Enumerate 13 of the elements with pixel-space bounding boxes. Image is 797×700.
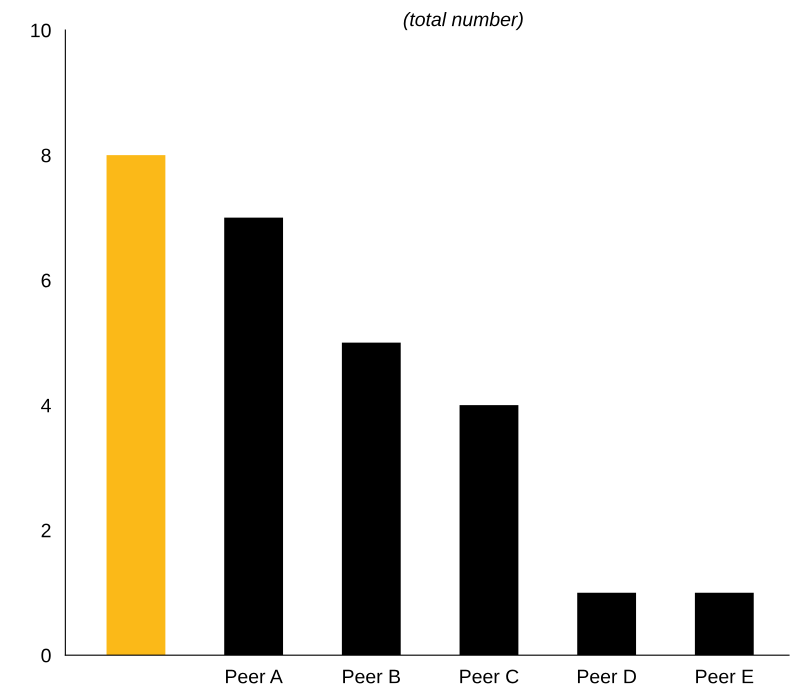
- y-tick-label: 6: [42, 274, 51, 288]
- chart-title: (total number): [404, 12, 523, 30]
- x-tick-label: Peer C: [460, 670, 518, 684]
- bar: [106, 155, 166, 656]
- x-tick-label: Peer E: [696, 670, 754, 684]
- y-tick-label: 0: [41, 648, 51, 662]
- y-tick-label: 8: [41, 148, 51, 162]
- y-tick-label: 2: [42, 524, 50, 538]
- x-tick-label: Peer D: [578, 670, 636, 684]
- x-tick-label: Peer A: [226, 670, 283, 684]
- y-tick-label: 10: [31, 24, 51, 38]
- x-tick-label: Peer B: [343, 670, 400, 684]
- y-tick-label: 4: [41, 398, 51, 412]
